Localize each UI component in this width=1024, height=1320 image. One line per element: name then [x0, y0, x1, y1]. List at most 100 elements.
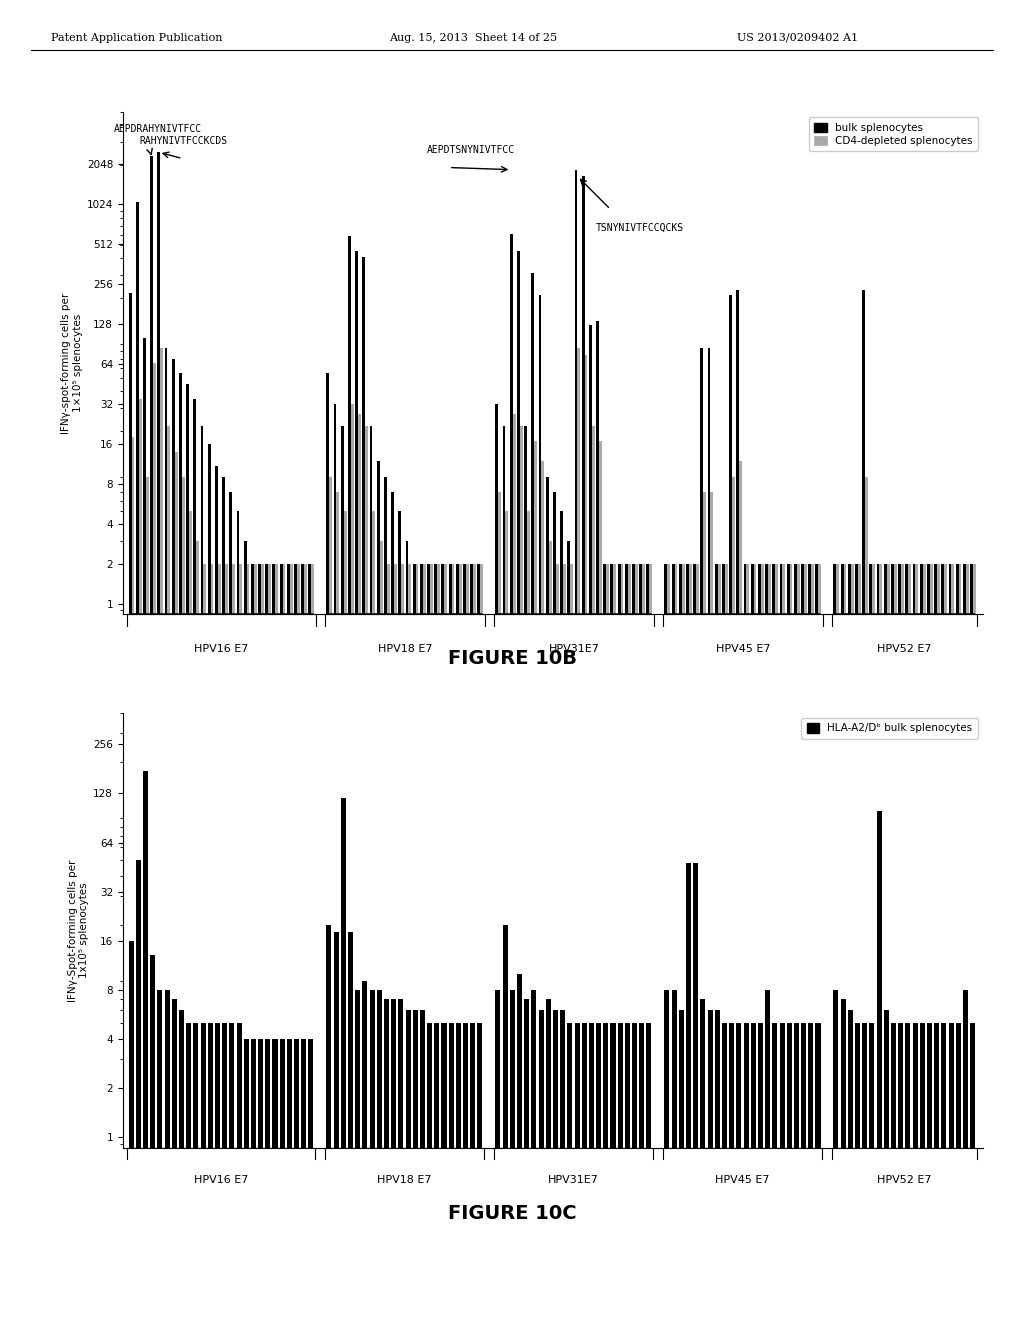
Bar	[232, 565, 236, 1320]
Bar	[923, 565, 926, 1320]
Bar	[603, 565, 606, 1320]
Bar	[261, 565, 264, 1320]
Bar	[786, 1023, 792, 1320]
Bar	[470, 1023, 475, 1320]
Bar	[503, 925, 508, 1320]
Text: RAHYNIVTFCCKCDS: RAHYNIVTFCCKCDS	[139, 136, 227, 145]
Bar	[182, 478, 184, 1320]
Bar	[151, 156, 153, 1320]
Bar	[841, 999, 846, 1320]
Bar	[517, 974, 522, 1320]
Bar	[201, 426, 204, 1320]
Text: HPV52 E7: HPV52 E7	[877, 1175, 932, 1184]
Bar	[901, 565, 904, 1320]
Bar	[970, 1023, 975, 1320]
Bar	[797, 565, 800, 1320]
Bar	[473, 565, 476, 1320]
Bar	[391, 492, 394, 1320]
Text: FIGURE 10B: FIGURE 10B	[447, 649, 577, 668]
Bar	[143, 771, 148, 1320]
Bar	[937, 565, 940, 1320]
Bar	[808, 565, 811, 1320]
Bar	[165, 990, 170, 1320]
Bar	[258, 565, 261, 1320]
Bar	[136, 202, 138, 1320]
Bar	[708, 1010, 713, 1320]
Bar	[546, 999, 551, 1320]
Bar	[944, 565, 947, 1320]
Bar	[427, 1023, 432, 1320]
Bar	[746, 565, 750, 1320]
Bar	[237, 511, 240, 1320]
Bar	[862, 1023, 867, 1320]
Bar	[387, 565, 390, 1320]
Bar	[908, 565, 911, 1320]
Bar	[172, 999, 177, 1320]
Bar	[751, 1023, 756, 1320]
Bar	[884, 1010, 889, 1320]
Bar	[920, 565, 923, 1320]
Bar	[958, 565, 962, 1320]
Bar	[406, 1010, 411, 1320]
Bar	[927, 565, 930, 1320]
Bar	[297, 565, 300, 1320]
Bar	[955, 1023, 961, 1320]
Bar	[841, 565, 844, 1320]
Bar	[287, 565, 290, 1320]
Bar	[563, 565, 566, 1320]
Bar	[254, 565, 257, 1320]
Bar	[585, 355, 588, 1320]
Bar	[560, 511, 563, 1320]
Bar	[844, 565, 847, 1320]
Bar	[862, 290, 865, 1320]
Bar	[370, 426, 373, 1320]
Bar	[294, 565, 297, 1320]
Bar	[222, 478, 225, 1320]
Bar	[344, 511, 346, 1320]
Text: TSNYNIVTFCCQCKS: TSNYNIVTFCCQCKS	[596, 223, 684, 232]
Bar	[175, 451, 177, 1320]
Bar	[708, 347, 711, 1320]
Bar	[496, 990, 501, 1320]
Bar	[143, 338, 145, 1320]
Bar	[337, 492, 339, 1320]
Bar	[341, 426, 344, 1320]
Bar	[189, 511, 191, 1320]
Bar	[434, 1023, 439, 1320]
Bar	[679, 565, 682, 1320]
Bar	[301, 1039, 306, 1320]
Bar	[948, 565, 951, 1320]
Bar	[549, 541, 552, 1320]
Bar	[603, 1023, 608, 1320]
Bar	[589, 326, 592, 1320]
Bar	[736, 1023, 741, 1320]
Text: HPV52 E7: HPV52 E7	[878, 644, 932, 653]
Bar	[808, 1023, 813, 1320]
Bar	[898, 565, 901, 1320]
Bar	[672, 565, 675, 1320]
Bar	[851, 565, 854, 1320]
Bar	[930, 565, 933, 1320]
Bar	[215, 1023, 220, 1320]
Bar	[869, 565, 872, 1320]
Bar	[244, 1039, 249, 1320]
Bar	[617, 1023, 623, 1320]
Y-axis label: IFNγ-spot-forming cells per
1×10⁵ splenocytes: IFNγ-spot-forming cells per 1×10⁵ spleno…	[61, 292, 83, 434]
Bar	[327, 372, 330, 1320]
Bar	[606, 565, 609, 1320]
Bar	[772, 565, 775, 1320]
Bar	[542, 461, 545, 1320]
Bar	[668, 565, 670, 1320]
Bar	[409, 565, 412, 1320]
Bar	[398, 511, 401, 1320]
Text: HPV31E7: HPV31E7	[548, 1175, 599, 1184]
Y-axis label: IFNγ-Spot-forming cells per
1x10⁵ splenocytes: IFNγ-Spot-forming cells per 1x10⁵ spleno…	[68, 859, 89, 1002]
Text: HPV45 E7: HPV45 E7	[715, 1175, 770, 1184]
Bar	[311, 565, 314, 1320]
Bar	[700, 999, 706, 1320]
Bar	[477, 1023, 482, 1320]
Text: FIGURE 10C: FIGURE 10C	[447, 1204, 577, 1222]
Bar	[449, 1023, 454, 1320]
Bar	[420, 565, 423, 1320]
Bar	[963, 990, 968, 1320]
